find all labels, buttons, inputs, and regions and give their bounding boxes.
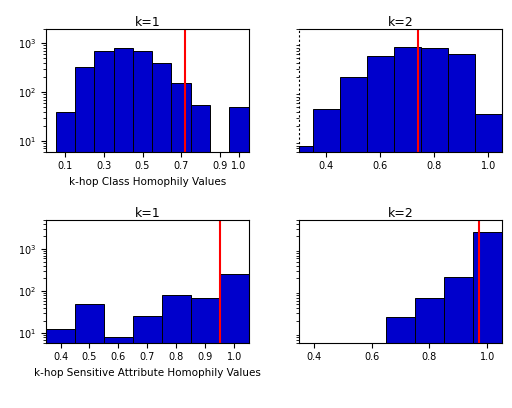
Bar bbox=[114, 48, 133, 408]
Bar bbox=[249, 232, 278, 408]
Bar bbox=[162, 295, 191, 408]
Bar bbox=[229, 107, 249, 408]
Bar bbox=[386, 317, 415, 408]
Bar bbox=[313, 109, 340, 408]
Bar bbox=[299, 146, 313, 408]
Bar bbox=[210, 152, 229, 408]
Bar bbox=[104, 337, 133, 408]
Bar bbox=[191, 298, 220, 408]
Title: k=1: k=1 bbox=[135, 16, 160, 29]
Bar bbox=[46, 328, 75, 408]
Bar bbox=[133, 316, 162, 408]
X-axis label: k-hop Class Homophily Values: k-hop Class Homophily Values bbox=[69, 177, 226, 187]
Title: k=2: k=2 bbox=[388, 16, 413, 29]
Bar bbox=[75, 304, 104, 408]
X-axis label: k-hop Sensitive Attribute Homophily Values: k-hop Sensitive Attribute Homophily Valu… bbox=[34, 368, 261, 378]
Bar bbox=[421, 48, 448, 408]
Bar bbox=[394, 47, 421, 408]
Title: k=2: k=2 bbox=[388, 206, 413, 220]
Bar bbox=[172, 84, 191, 408]
Title: k=1: k=1 bbox=[135, 206, 160, 220]
Bar bbox=[56, 111, 75, 408]
Bar bbox=[340, 78, 367, 408]
Bar bbox=[133, 51, 152, 408]
Bar bbox=[152, 63, 172, 408]
Bar bbox=[448, 54, 475, 408]
Bar bbox=[191, 105, 210, 408]
Bar bbox=[444, 277, 473, 408]
Bar bbox=[75, 67, 94, 408]
Bar bbox=[475, 114, 502, 408]
Bar bbox=[367, 56, 394, 408]
Bar bbox=[94, 51, 114, 408]
Bar bbox=[415, 298, 444, 408]
Bar bbox=[220, 275, 249, 408]
Bar bbox=[473, 232, 502, 408]
